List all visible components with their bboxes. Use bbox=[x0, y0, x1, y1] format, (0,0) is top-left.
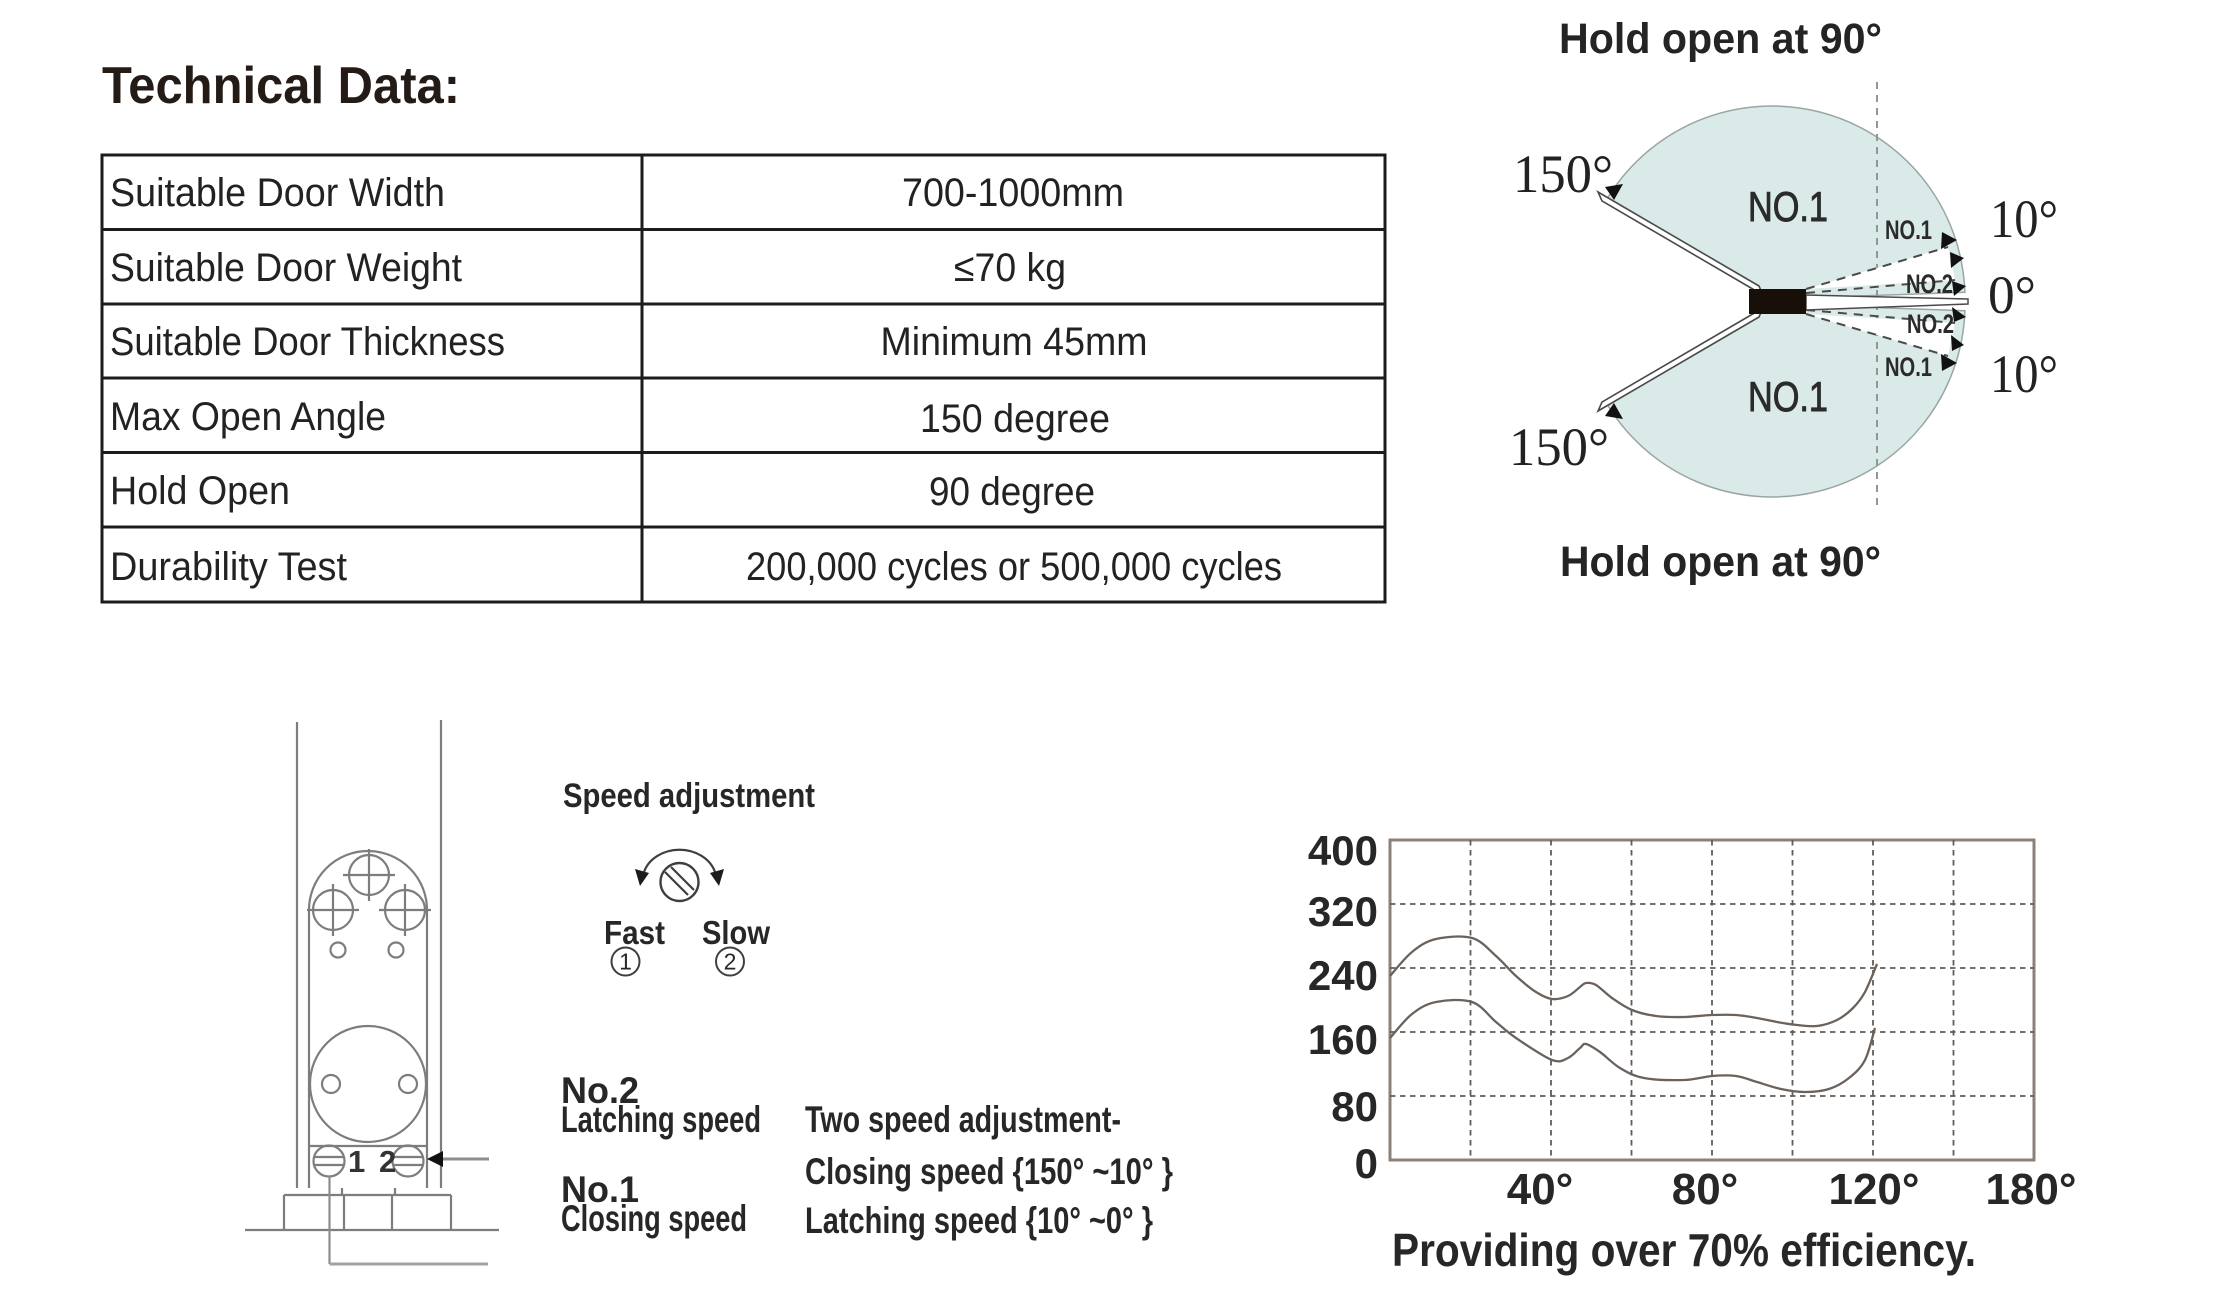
svg-text:Suitable Door Width: Suitable Door Width bbox=[110, 171, 445, 215]
svg-text:180°: 180° bbox=[1985, 1165, 2076, 1214]
svg-text:Speed adjustment: Speed adjustment bbox=[563, 777, 815, 815]
svg-text:Durability Test: Durability Test bbox=[110, 545, 347, 589]
svg-text:NO.1: NO.1 bbox=[1748, 373, 1828, 420]
svg-text:NO.1: NO.1 bbox=[1885, 215, 1932, 245]
svg-text:Latching speed: Latching speed bbox=[561, 1099, 761, 1140]
svg-text:80: 80 bbox=[1331, 1083, 1378, 1130]
svg-text:10°: 10° bbox=[1990, 344, 2058, 404]
svg-text:Closing speed: Closing speed bbox=[561, 1198, 747, 1239]
svg-text:150 degree: 150 degree bbox=[920, 397, 1110, 441]
svg-text:Minimum 45mm: Minimum 45mm bbox=[881, 320, 1148, 364]
svg-text:Slow: Slow bbox=[702, 914, 770, 951]
svg-text:Hold open at 90°: Hold open at 90° bbox=[1559, 15, 1882, 63]
svg-text:NO.2: NO.2 bbox=[1907, 309, 1954, 339]
svg-text:200,000 cycles or 500,000 cycl: 200,000 cycles or 500,000 cycles bbox=[746, 545, 1282, 589]
svg-text:1: 1 bbox=[348, 1144, 365, 1179]
svg-text:Closing speed {150° ~10° }: Closing speed {150° ~10° } bbox=[805, 1151, 1173, 1192]
svg-text:Technical Data:: Technical Data: bbox=[102, 57, 460, 115]
svg-text:No.2: No.2 bbox=[561, 1070, 639, 1111]
svg-text:1: 1 bbox=[619, 949, 632, 975]
svg-text:NO.2: NO.2 bbox=[1906, 269, 1953, 299]
svg-text:10°: 10° bbox=[1990, 189, 2058, 249]
svg-text:Providing over 70% efficiency.: Providing over 70% efficiency. bbox=[1392, 1224, 1976, 1276]
svg-text:320: 320 bbox=[1308, 888, 1378, 935]
svg-text:No.1: No.1 bbox=[561, 1169, 639, 1210]
svg-text:Fast: Fast bbox=[604, 914, 665, 951]
svg-text:40°: 40° bbox=[1507, 1165, 1574, 1214]
svg-text:≤70 kg: ≤70 kg bbox=[954, 246, 1066, 290]
svg-text:Suitable Door Weight: Suitable Door Weight bbox=[110, 246, 462, 290]
svg-text:150°: 150° bbox=[1513, 144, 1613, 204]
svg-text:2: 2 bbox=[379, 1144, 396, 1179]
svg-text:0°: 0° bbox=[1988, 265, 2036, 325]
svg-text:240: 240 bbox=[1308, 952, 1378, 999]
svg-text:Suitable Door Thickness: Suitable Door Thickness bbox=[110, 320, 505, 364]
svg-text:120°: 120° bbox=[1828, 1165, 1919, 1214]
svg-text:400: 400 bbox=[1308, 827, 1378, 874]
svg-text:90 degree: 90 degree bbox=[929, 470, 1095, 514]
svg-text:80°: 80° bbox=[1672, 1165, 1739, 1214]
svg-text:0: 0 bbox=[1355, 1140, 1378, 1187]
svg-text:Hold open at 90°: Hold open at 90° bbox=[1560, 538, 1881, 586]
svg-text:Hold Open: Hold Open bbox=[110, 469, 290, 513]
svg-text:NO.1: NO.1 bbox=[1748, 183, 1828, 230]
svg-text:2: 2 bbox=[724, 949, 737, 975]
svg-text:700-1000mm: 700-1000mm bbox=[902, 171, 1124, 215]
svg-text:Max Open Angle: Max Open Angle bbox=[110, 395, 386, 439]
svg-text:NO.1: NO.1 bbox=[1885, 352, 1932, 382]
svg-text:Latching speed {10° ~0° }: Latching speed {10° ~0° } bbox=[805, 1200, 1153, 1241]
svg-text:Two speed adjustment-: Two speed adjustment- bbox=[805, 1099, 1121, 1140]
svg-text:160: 160 bbox=[1308, 1016, 1378, 1063]
svg-text:150°: 150° bbox=[1509, 417, 1609, 477]
